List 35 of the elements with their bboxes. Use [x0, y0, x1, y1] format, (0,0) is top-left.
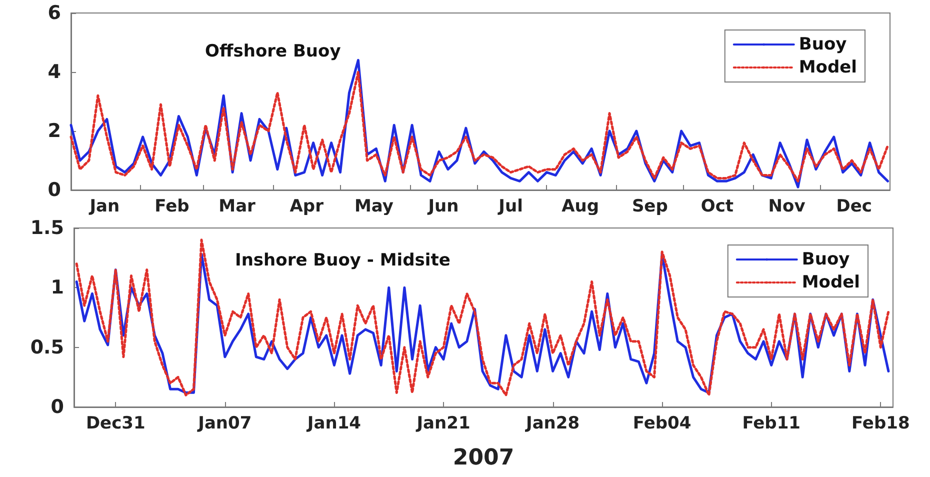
x-tick-label: Feb04 [632, 414, 692, 434]
y-tick-label: 0 [48, 179, 61, 201]
x-tick-label: Dec [836, 196, 872, 216]
x-tick-label: Jan [88, 196, 120, 216]
x-tick-label: Aug [562, 196, 600, 216]
x-tick-label: Sep [632, 196, 668, 216]
text: Offshore Buoy [205, 42, 341, 62]
y-tick-label: 1 [50, 276, 64, 299]
x-axis-title: 2007 [452, 446, 514, 470]
x-tick-label: Dec31 [86, 414, 146, 434]
x-tick-label: Jan07 [197, 414, 252, 434]
x-tick-label: Nov [768, 196, 806, 216]
x-tick-label: Jan21 [416, 414, 470, 434]
legend-label: Model [798, 58, 858, 78]
x-tick-label: Jan14 [306, 414, 362, 434]
x-tick-label: Jan28 [525, 414, 580, 434]
y-tick-label: 0 [50, 396, 64, 418]
x-tick-label: Apr [290, 196, 324, 216]
legend-label: Buoy [802, 250, 850, 270]
text: Inshore Buoy - Midsite [235, 250, 450, 270]
x-tick-label: Mar [218, 196, 256, 216]
y-tick-label: 1.5 [30, 217, 64, 239]
y-tick-label: 6 [48, 2, 61, 24]
x-tick-label: Feb18 [852, 414, 910, 434]
y-tick-label: 0.5 [30, 336, 64, 358]
x-tick-label: Jun [427, 196, 459, 216]
x-tick-label: Oct [700, 196, 734, 216]
legend-label: Model [802, 272, 860, 292]
x-tick-label: Feb [154, 196, 190, 216]
x-tick-label: May [354, 196, 394, 216]
legend-label: Buoy [798, 34, 847, 54]
x-tick-label: Feb11 [742, 414, 800, 434]
x-tick-label: Jul [498, 196, 523, 216]
y-tick-label: 4 [48, 61, 61, 83]
y-tick-label: 2 [48, 120, 61, 142]
